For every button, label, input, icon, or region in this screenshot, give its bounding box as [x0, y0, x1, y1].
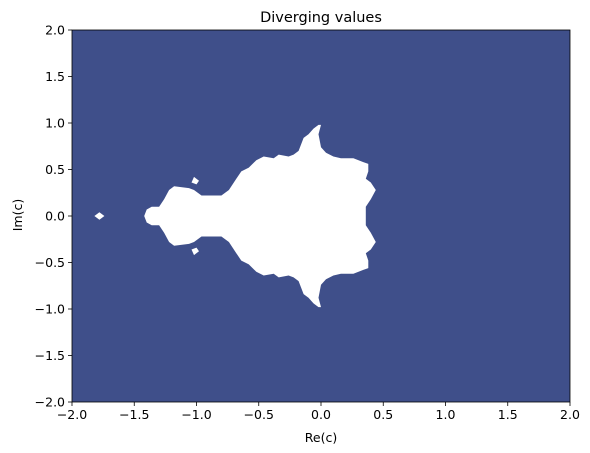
x-tick-label: 2.0 — [560, 407, 580, 422]
y-tick-label: 0.5 — [45, 162, 65, 177]
x-tick-label: −0.5 — [244, 407, 274, 422]
x-tick-label: −1.0 — [181, 407, 211, 422]
y-tick-label: −2.0 — [35, 395, 65, 410]
x-tick-label: −2.0 — [57, 407, 87, 422]
x-tick-label: 1.5 — [498, 407, 518, 422]
y-tick-label: 0.0 — [45, 209, 65, 224]
y-tick-label: −1.0 — [35, 302, 65, 317]
plot-area — [71, 29, 571, 403]
y-axis-label: Im(c) — [10, 199, 25, 232]
x-tick-label: 0.5 — [373, 407, 393, 422]
x-tick-label: 0.0 — [311, 407, 331, 422]
y-tick-label: −1.5 — [35, 348, 65, 363]
x-axis-label: Re(c) — [305, 430, 337, 445]
y-tick-label: −0.5 — [35, 255, 65, 270]
y-tick-label: 1.0 — [45, 116, 65, 131]
x-tick-label: 1.0 — [436, 407, 456, 422]
x-tick-label: −1.5 — [119, 407, 149, 422]
y-tick-label: 2.0 — [45, 23, 65, 38]
x-axis: −2.0 −1.5 −1.0 −0.5 0.0 0.5 1.0 1.5 2.0 — [57, 402, 580, 422]
y-tick-label: 1.5 — [45, 69, 65, 84]
non-diverging-region — [94, 124, 376, 308]
y-axis: −2.0 −1.5 −1.0 −0.5 0.0 0.5 1.0 1.5 2.0 — [35, 23, 72, 410]
chart-title: Diverging values — [260, 10, 382, 26]
